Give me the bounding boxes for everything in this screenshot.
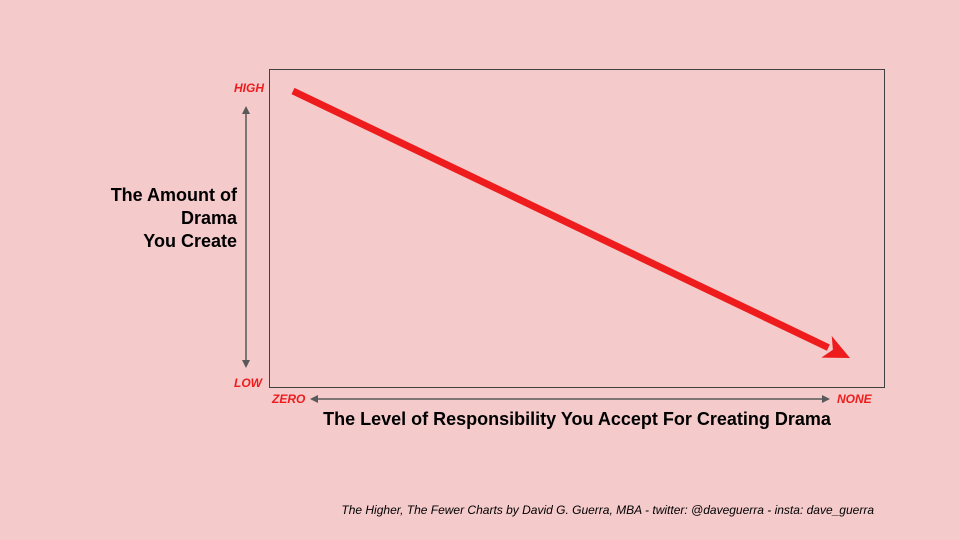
y-axis-label-line-1: The Amount of	[111, 185, 238, 205]
y-high-label: HIGH	[234, 81, 264, 95]
y-axis-label-line-3: You Create	[143, 231, 237, 251]
y-low-label: LOW	[234, 376, 264, 390]
x-axis-label: The Level of Responsibility You Accept F…	[323, 409, 832, 429]
x-end-label: NONE	[837, 392, 873, 406]
x-start-label: ZERO	[271, 392, 306, 406]
footer-credit: The Higher, The Fewer Charts by David G.…	[341, 503, 874, 517]
trend-arrow-shaft	[291, 87, 830, 351]
y-axis-label-line-2: Drama	[181, 208, 238, 228]
trend-arrow-head	[821, 335, 850, 358]
series-layer	[291, 87, 850, 358]
plot-frame	[269, 69, 885, 388]
